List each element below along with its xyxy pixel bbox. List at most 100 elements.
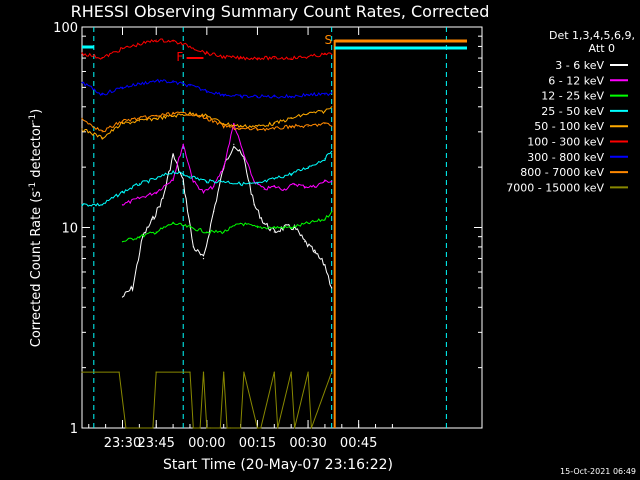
series-point-9	[199, 427, 201, 429]
series-point-1	[253, 204, 255, 206]
series-point-2	[294, 183, 296, 185]
series-point-7	[206, 90, 208, 92]
series-point-1	[263, 222, 265, 224]
series-point-4	[206, 180, 208, 182]
series-point-1	[294, 226, 296, 229]
series-point-1	[121, 296, 124, 298]
series-point-3	[138, 236, 140, 238]
flare-marker-label: F	[176, 50, 183, 64]
legend-header-line2: Att 0	[589, 42, 615, 55]
series-point-5	[101, 137, 103, 139]
series-point-4	[273, 178, 275, 180]
series-line-1	[122, 145, 333, 298]
legend-label-7: 300 - 800 keV	[527, 151, 604, 164]
series-point-6	[290, 57, 292, 59]
series-point-5	[331, 106, 333, 108]
series-point-3	[290, 226, 292, 229]
series-point-9	[81, 371, 83, 373]
series-point-9	[189, 371, 191, 373]
legend-label-4: 25 - 50 keV	[541, 105, 604, 118]
series-point-5	[290, 117, 292, 119]
series-point-6	[206, 52, 208, 54]
series-point-3	[324, 218, 326, 220]
series-point-1	[314, 252, 316, 254]
series-line-6	[81, 38, 333, 61]
legend-label-1: 3 - 6 keV	[555, 59, 604, 72]
y-tick-label: 1	[70, 422, 78, 437]
series-point-5	[240, 125, 242, 127]
series-point-1	[182, 180, 184, 182]
series-point-5	[223, 122, 225, 125]
series-point-7	[155, 80, 157, 82]
series-point-8	[290, 125, 292, 127]
series-point-6	[155, 39, 157, 41]
series-point-8	[101, 131, 103, 133]
series-point-9	[307, 371, 309, 373]
series-point-7	[256, 95, 258, 98]
series-point-1	[162, 197, 164, 199]
series-point-2	[263, 188, 265, 190]
series-point-6	[81, 52, 83, 54]
series-point-3	[307, 222, 309, 224]
series-point-1	[243, 158, 245, 160]
series-point-9	[310, 427, 312, 429]
series-point-6	[240, 57, 242, 59]
series-point-3	[172, 222, 174, 224]
legend-label-8: 800 - 7000 keV	[520, 166, 604, 179]
series-point-8	[331, 125, 333, 127]
series-point-2	[304, 186, 306, 188]
series-point-1	[331, 287, 333, 289]
series-point-2	[172, 178, 174, 180]
series-point-3	[155, 231, 157, 233]
series-point-6	[223, 56, 225, 58]
series-point-7	[331, 92, 333, 94]
series-point-9	[331, 371, 333, 373]
legend-label-9: 7000 - 15000 keV	[506, 181, 604, 194]
series-point-6	[121, 48, 124, 50]
series-point-7	[273, 95, 275, 98]
series-point-9	[209, 427, 211, 429]
series-point-6	[331, 53, 333, 56]
saa-marker-label: S	[324, 33, 332, 47]
series-point-1	[152, 218, 154, 220]
series-point-7	[189, 85, 191, 87]
series-point-4	[307, 166, 309, 168]
series-point-6	[307, 56, 309, 58]
series-point-9	[277, 427, 279, 429]
series-point-8	[138, 117, 140, 119]
series-point-2	[192, 180, 194, 182]
series-point-9	[240, 427, 242, 429]
series-point-9	[256, 427, 258, 429]
series-point-1	[132, 287, 134, 289]
series-line-4	[81, 151, 333, 207]
series-point-7	[121, 86, 124, 88]
series-point-2	[331, 180, 333, 182]
series-point-6	[189, 45, 191, 48]
series-point-4	[189, 175, 191, 177]
series-point-5	[172, 115, 174, 117]
series-point-9	[273, 371, 275, 373]
series-point-6	[172, 40, 174, 42]
series-point-5	[273, 122, 275, 125]
series-point-8	[307, 125, 309, 127]
series-point-2	[155, 191, 157, 193]
series-point-7	[223, 94, 225, 96]
series-point-6	[101, 57, 103, 59]
series-point-2	[202, 191, 205, 193]
series-point-4	[240, 183, 242, 185]
legend-header-line1: Det 1,3,4,5,6,9,	[549, 29, 635, 42]
series-point-2	[233, 122, 235, 125]
series-point-4	[290, 173, 292, 175]
series-point-7	[172, 81, 174, 83]
legend: 3 - 6 keV 6 - 12 keV 12 - 25 keV 25 - 50 ke…	[506, 59, 628, 194]
series-point-5	[155, 117, 157, 119]
series-line-3	[122, 211, 333, 243]
x-tick-label: 23:30	[104, 436, 141, 451]
series-point-2	[324, 180, 326, 182]
series-point-8	[155, 115, 157, 117]
timestamp: 15-Oct-2021 06:49	[560, 467, 636, 476]
series-point-5	[256, 125, 258, 127]
